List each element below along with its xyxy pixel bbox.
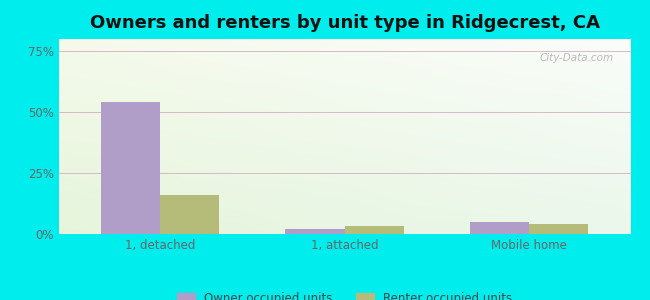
Bar xyxy=(160,195,219,234)
Bar xyxy=(285,229,345,234)
Title: Owners and renters by unit type in Ridgecrest, CA: Owners and renters by unit type in Ridge… xyxy=(90,14,599,32)
Legend: Owner occupied units, Renter occupied units: Owner occupied units, Renter occupied un… xyxy=(172,288,517,300)
Bar xyxy=(344,226,404,234)
Bar xyxy=(470,222,529,234)
Bar xyxy=(101,102,160,234)
Bar xyxy=(529,224,588,234)
Text: City-Data.com: City-Data.com xyxy=(540,52,614,63)
